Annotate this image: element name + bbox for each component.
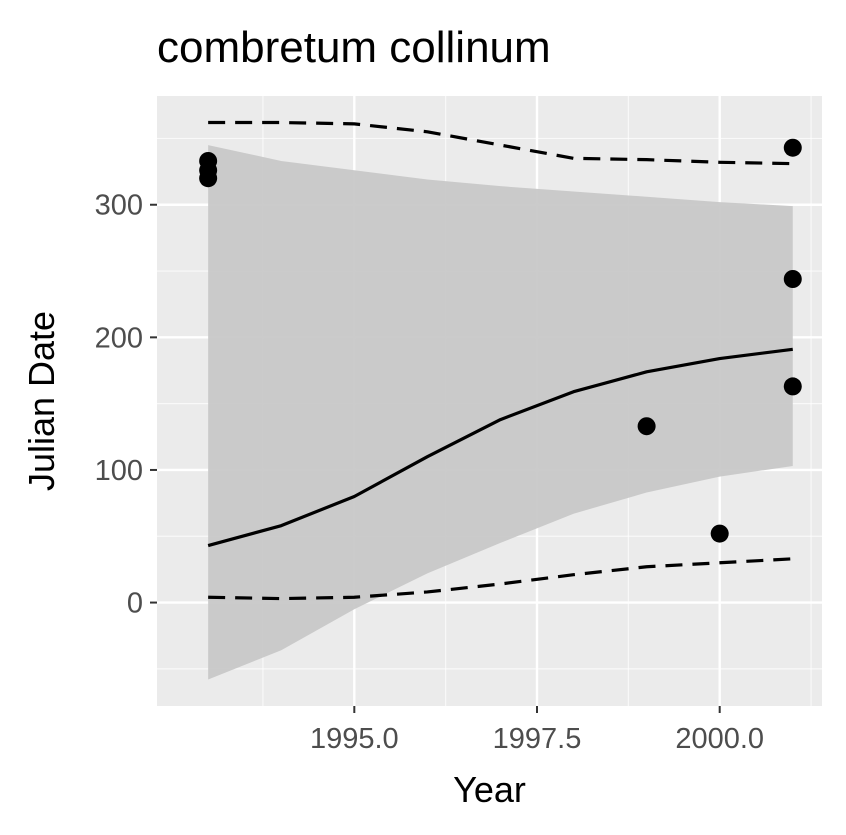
data-point <box>199 169 218 188</box>
series-line-lower-dashed <box>208 557 793 601</box>
x-axis-title: Year <box>453 769 526 810</box>
y-axis-title: Julian Date <box>21 311 62 491</box>
chart-title: combretum collinum <box>157 23 551 72</box>
data-point <box>783 138 802 157</box>
points-layer <box>199 138 802 543</box>
lines-layer <box>207 120 793 601</box>
y-tick-label: 100 <box>95 455 143 487</box>
data-point <box>783 377 802 396</box>
y-tick-label: 200 <box>95 322 143 354</box>
data-point <box>783 270 802 288</box>
series-line-fit <box>207 347 793 548</box>
x-tick-label: 2000.0 <box>675 723 764 755</box>
axes-layer: 1995.0 1997.5 2000.0 0 100 200 300 <box>95 190 764 755</box>
x-tick-label: 1997.5 <box>493 723 582 755</box>
ribbon-layer <box>208 145 793 680</box>
series-line-upper-dashed <box>208 120 793 166</box>
x-tick-label: 1995.0 <box>310 723 399 755</box>
data-point <box>710 524 729 543</box>
confidence-ribbon <box>208 145 793 680</box>
y-tick-label: 300 <box>95 190 143 222</box>
y-tick-label: 0 <box>127 588 143 620</box>
data-point <box>637 417 656 436</box>
